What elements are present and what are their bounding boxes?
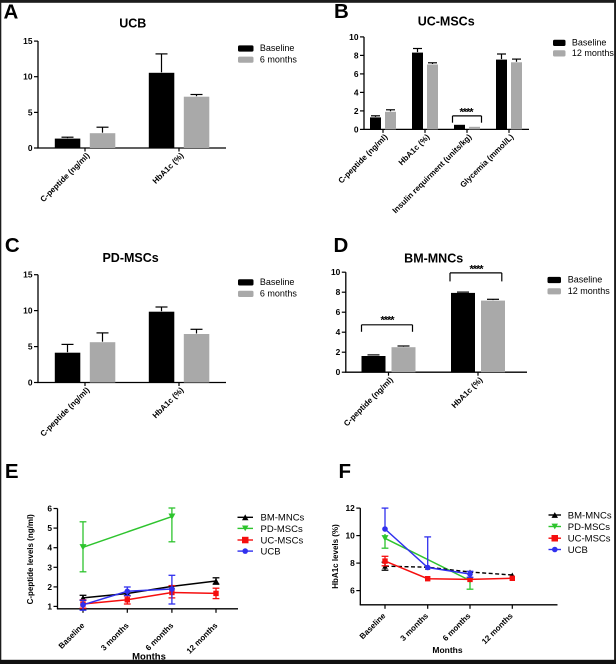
svg-text:UC-MSCs: UC-MSCs (418, 15, 475, 29)
svg-text:UCB: UCB (119, 16, 146, 30)
svg-text:10: 10 (349, 32, 359, 42)
svg-text:12 months: 12 months (572, 48, 615, 58)
svg-text:UCB: UCB (261, 547, 281, 558)
svg-text:6: 6 (350, 586, 355, 596)
svg-text:Months: Months (132, 652, 166, 663)
svg-text:0: 0 (28, 378, 33, 388)
svg-text:4: 4 (47, 543, 52, 553)
svg-text:Baseline: Baseline (260, 43, 295, 53)
svg-text:8: 8 (336, 287, 341, 297)
svg-text:UC-MSCs: UC-MSCs (261, 535, 304, 546)
svg-text:PD-MSCs: PD-MSCs (568, 522, 610, 533)
svg-text:4: 4 (354, 87, 359, 97)
svg-text:10: 10 (23, 72, 33, 82)
svg-text:PD-MSCs: PD-MSCs (261, 524, 303, 535)
svg-text:0: 0 (336, 367, 341, 377)
svg-text:A: A (4, 0, 19, 23)
svg-text:****: **** (459, 107, 474, 119)
svg-text:0: 0 (28, 143, 33, 153)
svg-text:F: F (339, 460, 352, 483)
svg-text:HbA1c levels (%): HbA1c levels (%) (331, 524, 340, 589)
svg-text:BM-MNCs: BM-MNCs (404, 251, 463, 265)
svg-text:5: 5 (47, 523, 52, 533)
svg-text:0: 0 (354, 124, 359, 134)
svg-text:1: 1 (47, 601, 52, 611)
svg-text:4: 4 (336, 327, 341, 337)
svg-text:6: 6 (354, 69, 359, 79)
svg-text:E: E (5, 460, 19, 483)
svg-text:12 months: 12 months (568, 286, 611, 296)
svg-text:Baseline: Baseline (568, 275, 603, 285)
svg-text:15: 15 (23, 270, 33, 280)
svg-text:10: 10 (345, 531, 355, 541)
svg-text:5: 5 (28, 342, 33, 352)
svg-text:12: 12 (345, 503, 355, 513)
svg-text:8: 8 (354, 50, 359, 60)
svg-text:Months: Months (432, 645, 462, 655)
svg-text:BM-MNCs: BM-MNCs (568, 510, 612, 521)
svg-text:Baseline: Baseline (572, 38, 607, 48)
svg-text:C-peptide levels (ng/ml): C-peptide levels (ng/ml) (26, 514, 35, 605)
svg-text:6: 6 (336, 307, 341, 317)
svg-text:D: D (334, 234, 349, 257)
svg-text:Baseline: Baseline (260, 277, 295, 287)
svg-text:B: B (334, 0, 349, 23)
svg-text:6 months: 6 months (260, 289, 298, 299)
svg-text:6: 6 (47, 504, 52, 514)
svg-text:10: 10 (23, 306, 33, 316)
svg-text:8: 8 (350, 558, 355, 568)
svg-text:BM-MNCs: BM-MNCs (261, 513, 305, 524)
svg-text:****: **** (380, 315, 395, 327)
svg-text:UCB: UCB (568, 545, 588, 556)
svg-text:15: 15 (23, 36, 33, 46)
svg-text:C: C (5, 234, 20, 257)
svg-text:UC-MSCs: UC-MSCs (568, 534, 611, 545)
svg-text:2: 2 (47, 582, 52, 592)
svg-text:10: 10 (331, 267, 341, 277)
svg-text:PD-MSCs: PD-MSCs (102, 251, 158, 265)
svg-text:6 months: 6 months (260, 54, 298, 64)
svg-text:2: 2 (336, 347, 341, 357)
svg-text:3: 3 (47, 562, 52, 572)
svg-text:****: **** (469, 263, 484, 275)
svg-text:5: 5 (28, 107, 33, 117)
svg-text:2: 2 (354, 106, 359, 116)
